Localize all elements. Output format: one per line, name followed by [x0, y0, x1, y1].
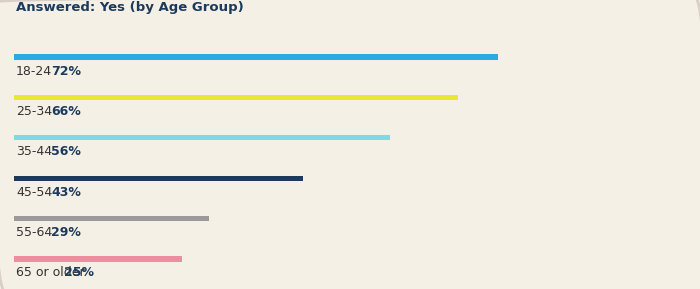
Bar	[14, 95, 458, 100]
Text: Do you think that workers in the game industry should unionize?
Answered: Yes (b: Do you think that workers in the game in…	[16, 0, 503, 14]
Bar	[14, 135, 391, 140]
Text: 55-64: 55-64	[16, 226, 52, 239]
Text: 25-34: 25-34	[16, 105, 52, 118]
Text: 29%: 29%	[51, 226, 80, 239]
Bar	[14, 176, 303, 181]
Text: 56%: 56%	[51, 145, 80, 158]
Text: 66%: 66%	[51, 105, 80, 118]
Text: 18-24: 18-24	[16, 64, 52, 77]
Bar	[14, 216, 209, 221]
Text: 35-44: 35-44	[16, 145, 52, 158]
Text: 65 or older: 65 or older	[16, 266, 85, 279]
Text: 25%: 25%	[64, 266, 95, 279]
Text: 45-54: 45-54	[16, 186, 52, 199]
Bar	[14, 256, 182, 262]
Text: 72%: 72%	[51, 64, 81, 77]
Bar	[14, 55, 498, 60]
Text: 43%: 43%	[51, 186, 80, 199]
